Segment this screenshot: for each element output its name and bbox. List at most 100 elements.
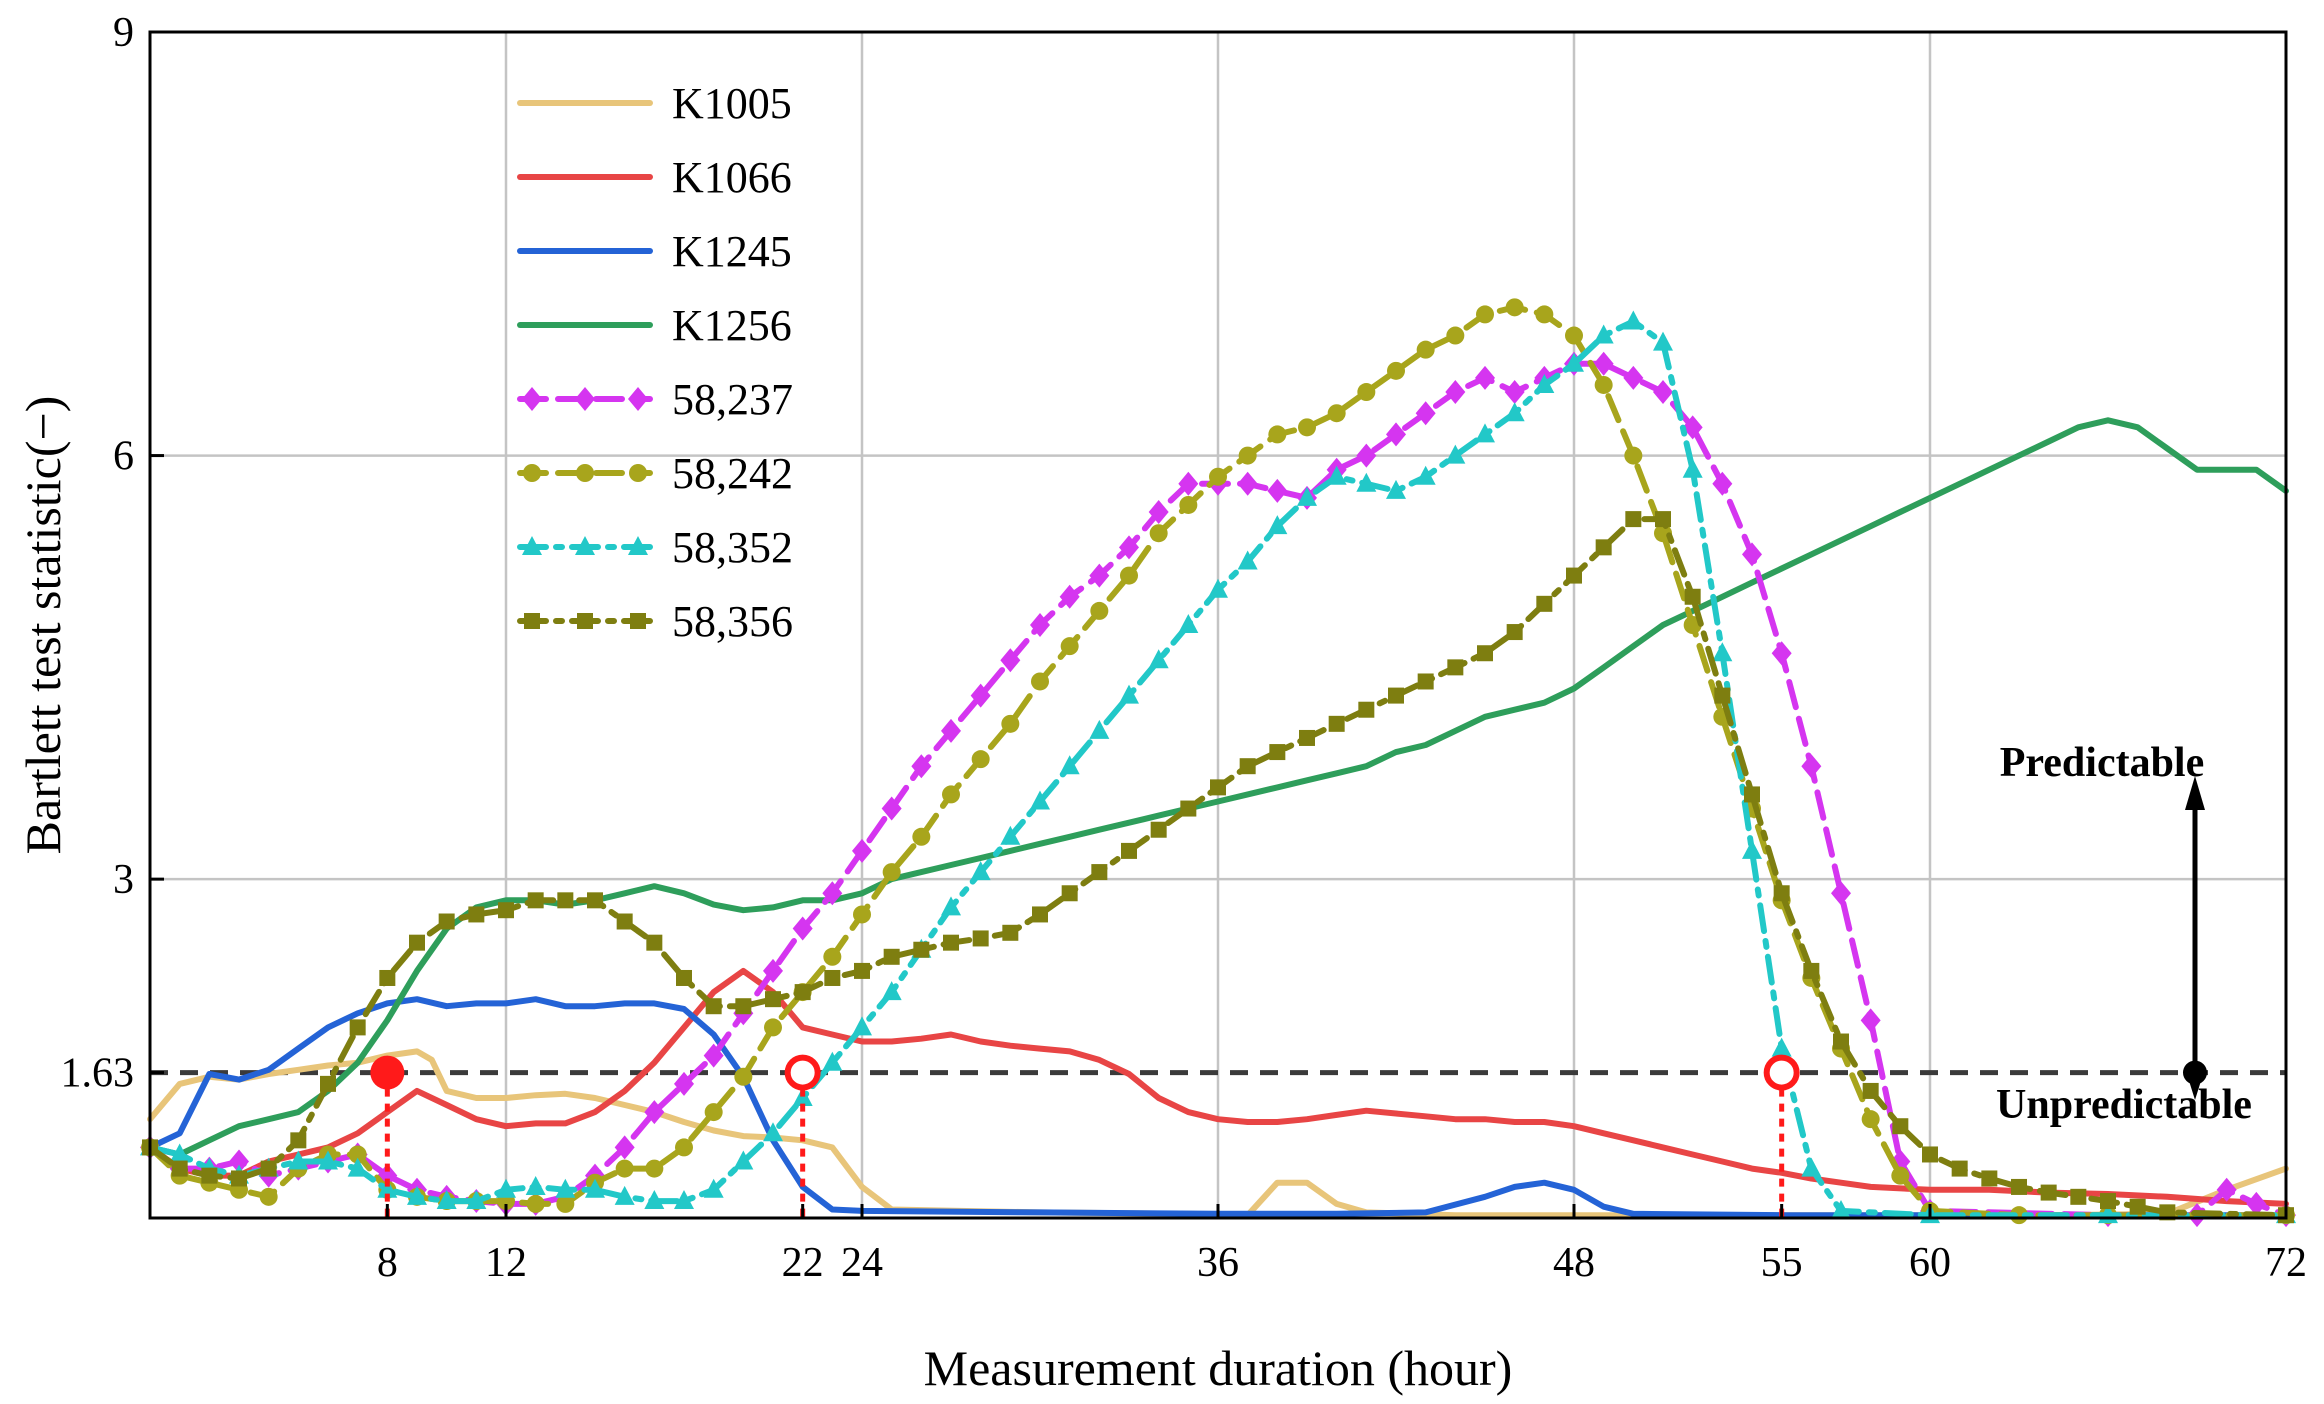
data-point bbox=[1504, 380, 1525, 405]
data-point bbox=[1742, 839, 1762, 859]
data-point bbox=[824, 969, 841, 986]
data-point bbox=[614, 1135, 635, 1160]
data-point bbox=[676, 969, 692, 986]
data-point bbox=[853, 905, 871, 924]
x-tick-label: 24 bbox=[841, 1240, 883, 1286]
series-line-k1256 bbox=[147, 417, 2289, 1158]
data-point bbox=[674, 1190, 694, 1210]
legend-item-58-352: 58,352 bbox=[517, 523, 793, 572]
data-point bbox=[1208, 578, 1228, 598]
data-point bbox=[1000, 648, 1021, 673]
data-point bbox=[1682, 415, 1703, 440]
x-tick-label: 55 bbox=[1761, 1240, 1803, 1286]
data-point bbox=[348, 1145, 367, 1164]
data-point bbox=[1357, 383, 1376, 402]
data-point bbox=[1564, 352, 1584, 372]
data-point bbox=[556, 1194, 575, 1213]
data-point bbox=[1891, 1166, 1910, 1185]
data-point bbox=[882, 863, 901, 882]
y-tick-label: 9 bbox=[113, 10, 134, 56]
data-point bbox=[881, 796, 902, 821]
data-point bbox=[1356, 443, 1377, 468]
data-point bbox=[971, 750, 990, 769]
data-point bbox=[496, 1178, 516, 1198]
data-point bbox=[822, 1051, 843, 1071]
data-point bbox=[201, 1167, 218, 1184]
legend-marker bbox=[522, 387, 542, 411]
data-point bbox=[438, 913, 455, 930]
data-point bbox=[1032, 906, 1048, 923]
y-tick-label: 1.63 bbox=[61, 1051, 135, 1097]
data-point bbox=[1000, 825, 1021, 845]
data-point bbox=[409, 934, 425, 951]
data-point bbox=[1595, 539, 1612, 556]
data-point bbox=[1060, 637, 1079, 656]
x-axis-title: Measurement duration (hour) bbox=[924, 1340, 1513, 1396]
data-point bbox=[764, 1018, 782, 1037]
series-layer bbox=[140, 298, 2296, 1228]
data-point bbox=[705, 998, 722, 1015]
data-point bbox=[704, 1103, 723, 1122]
data-point bbox=[1150, 821, 1167, 838]
y-tick-label: 6 bbox=[113, 434, 134, 480]
data-point bbox=[1119, 535, 1139, 560]
data-point bbox=[1002, 924, 1019, 941]
data-point bbox=[2040, 1184, 2057, 1201]
data-point bbox=[1091, 864, 1108, 881]
data-point bbox=[1475, 365, 1495, 390]
data-point bbox=[763, 1122, 783, 1142]
data-point bbox=[646, 934, 663, 951]
data-point bbox=[407, 1185, 427, 1205]
data-point bbox=[822, 881, 843, 906]
data-point bbox=[1623, 310, 1644, 330]
data-point bbox=[1653, 331, 1673, 351]
data-point bbox=[1415, 401, 1436, 426]
legend-item-58-356: 58,356 bbox=[517, 597, 793, 646]
legend-item-k1256: K1256 bbox=[517, 301, 792, 350]
data-point bbox=[525, 1175, 546, 1195]
data-point bbox=[674, 1071, 694, 1096]
data-point bbox=[616, 913, 633, 930]
data-point bbox=[1001, 714, 1020, 733]
legend-marker bbox=[629, 464, 647, 482]
data-point bbox=[1892, 1118, 1909, 1135]
data-point bbox=[1861, 1110, 1880, 1129]
x-tick-label: 12 bbox=[485, 1240, 527, 1286]
data-point bbox=[1031, 672, 1049, 691]
data-point bbox=[1565, 326, 1583, 345]
data-point bbox=[645, 1159, 664, 1178]
data-point bbox=[1239, 758, 1256, 775]
legend-marker bbox=[575, 387, 595, 411]
crossing-point-open bbox=[1763, 1054, 1800, 1091]
data-point bbox=[1416, 340, 1435, 359]
legend-marker bbox=[628, 387, 648, 411]
series-line-58-356 bbox=[147, 516, 2289, 1219]
series-58-356 bbox=[142, 511, 2294, 1224]
x-tick-label: 48 bbox=[1553, 1240, 1595, 1286]
legend-marker bbox=[524, 613, 540, 629]
data-point bbox=[941, 896, 961, 916]
data-point bbox=[1862, 1082, 1879, 1099]
data-point bbox=[1059, 755, 1080, 775]
data-point bbox=[1771, 1037, 1792, 1057]
data-point bbox=[1417, 673, 1434, 690]
data-point bbox=[1267, 478, 1288, 503]
legend-marker bbox=[522, 536, 542, 555]
data-point bbox=[1326, 465, 1347, 485]
data-point bbox=[1089, 719, 1110, 739]
data-point bbox=[1773, 885, 1790, 902]
arrow-origin-dot bbox=[2183, 1060, 2207, 1085]
legend-item-58-237: 58,237 bbox=[517, 375, 793, 424]
data-point bbox=[2100, 1193, 2116, 1210]
data-point bbox=[792, 916, 813, 941]
data-point bbox=[1238, 446, 1257, 465]
data-point bbox=[1653, 380, 1673, 405]
data-point bbox=[703, 1178, 724, 1198]
y-tick-label: 3 bbox=[113, 857, 134, 903]
data-point bbox=[1209, 467, 1227, 486]
legend: K1005 K1066 K1245 K1256 58,237 58,242 58,352 58… bbox=[517, 79, 793, 646]
data-point bbox=[2070, 1188, 2087, 1205]
unpredictable-label: Unpredictable bbox=[1996, 1082, 2252, 1128]
legend-marker bbox=[628, 536, 648, 555]
